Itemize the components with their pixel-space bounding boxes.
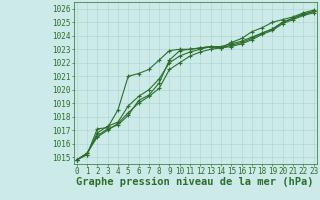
X-axis label: Graphe pression niveau de la mer (hPa): Graphe pression niveau de la mer (hPa)	[76, 177, 314, 187]
